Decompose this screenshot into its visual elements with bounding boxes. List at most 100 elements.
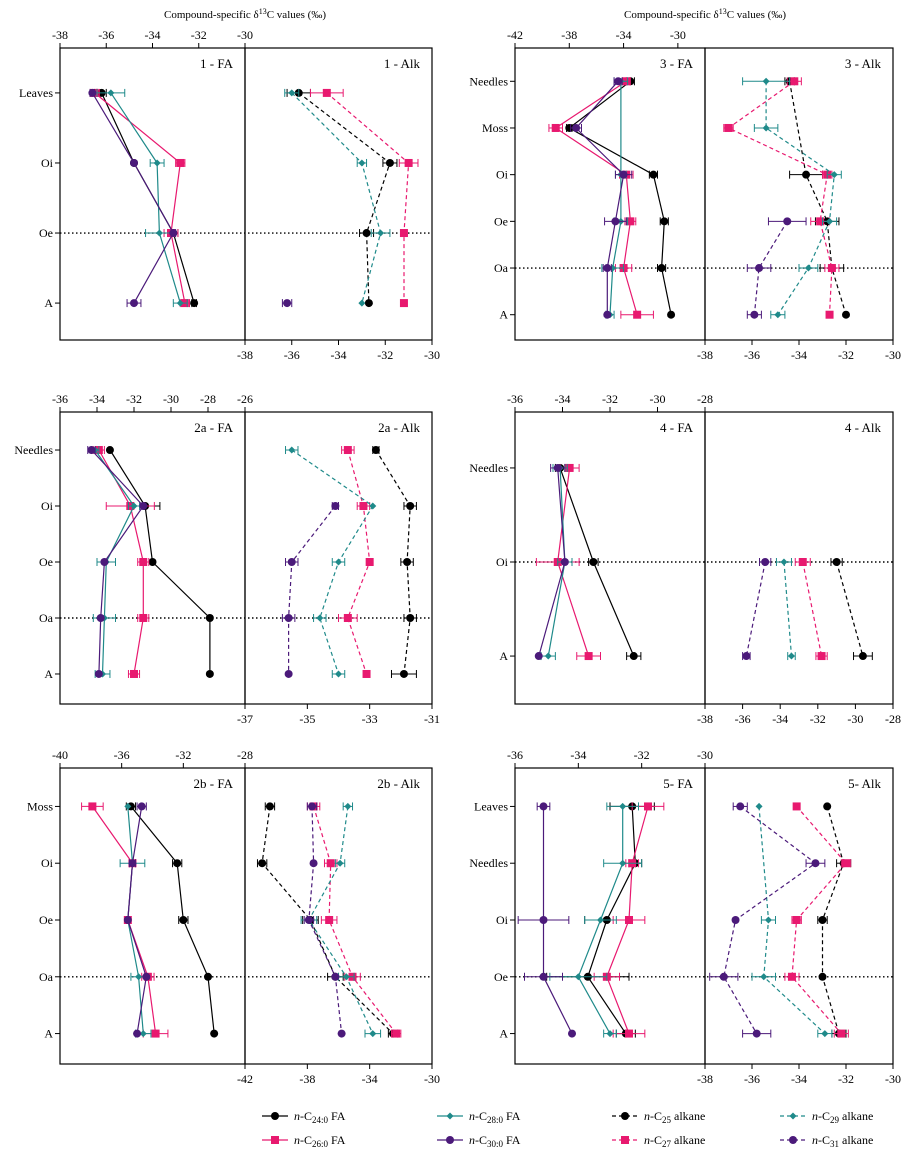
panel-5-alk-C31-point [719, 972, 728, 981]
panel-3-fa-C26FA-point [633, 310, 642, 319]
panel-2a-fa-C28FA-point [130, 502, 138, 510]
legend-label: n-C28:0 FA [469, 1109, 521, 1125]
panel-1-alk-series-C25 [286, 88, 398, 308]
panel-1-fa-tick-label: -36 [98, 28, 114, 42]
panel-5-fa-tick-label: -36 [507, 748, 523, 762]
panel-4-fa-C28FA-point [544, 652, 552, 660]
panel-5-fa-series-C30FA [517, 802, 576, 1038]
panel-1-alk-C27-point [399, 299, 408, 308]
panel-5-fa-C30FA-point [568, 1029, 576, 1038]
legend-label: n-C24:0 FA [294, 1109, 346, 1125]
panel-2a-category-label: A [44, 667, 53, 681]
panel-1-alk-C29-point [358, 299, 366, 307]
x-axis-title: Compound-specific δ13C values (‰) [164, 7, 326, 21]
panel-2a-category-label: Oi [41, 499, 54, 513]
panel-3-fa-C30FA-point [603, 264, 612, 273]
panel-1-alk-C31-point [283, 299, 292, 308]
panel-5-alk-C31-point [736, 802, 745, 811]
x-axis-title: Compound-specific δ13C values (‰) [624, 7, 786, 21]
panel-2a-fa-C24FA-line [109, 449, 211, 674]
panel-2b-alk-C29-point [344, 802, 352, 810]
panel-3-alk-C27-line [727, 80, 833, 315]
panel-2b-alk-C25-point [258, 859, 267, 868]
panel-1-fa-C28FA-point [153, 159, 161, 167]
legend-item-C31: n-C31 alkane [780, 1133, 873, 1149]
panel-4-fa-tick-label: -32 [602, 392, 618, 406]
panel-1-alk-series-C27 [309, 88, 419, 308]
panel-2b-fa-frame [59, 767, 246, 1065]
panel-3-fa-series-C26FA [548, 77, 654, 319]
panel-1-fa-C30FA-point [169, 229, 178, 238]
panel-2b-alk-panel-title: 2b - Alk [377, 776, 420, 791]
panel-1-alk-C29-point [288, 89, 296, 97]
panel-3-alk-C29-point [804, 264, 812, 272]
panel-3-alk-C27-point [790, 77, 799, 86]
panel-5-alk-panel-title: 5- Alk [848, 776, 881, 791]
panel-3-alk-C29-line [765, 81, 835, 316]
panel-4-fa-C26FA-point [565, 463, 574, 472]
panel-3-alk-tick-label: -38 [697, 348, 713, 362]
panel-1-fa-series-C28FA [96, 88, 188, 308]
panel-5-alk-tick-label: -32 [838, 1072, 854, 1086]
panel-5-fa-tick-label: -34 [570, 748, 586, 762]
panel-3: Needles Moss Oi Oe Oa A -42 -38 -34 -30 3 - FA -38 -… [469, 28, 901, 362]
panel-5-alk-C27-point [837, 1029, 846, 1038]
panel-2a-alk-series-C25 [371, 446, 417, 678]
panel-1-fa-series-C30FA [88, 88, 178, 308]
panel-3-fa-C24FA-point [667, 310, 676, 319]
panel-1-fa-C24FA-point [190, 299, 199, 308]
panel-5-fa-C30FA-line [542, 806, 573, 1034]
legend-marker [271, 1112, 279, 1120]
panel-4-alk-tick-label: -34 [772, 712, 788, 726]
panel-3-fa-C30FA-line [575, 80, 625, 315]
panel-5-alk-C25-point [818, 916, 827, 924]
panel-2a-alk-series-C27 [338, 446, 374, 678]
panel-1-alk-C25-point [385, 158, 394, 167]
panel-3-fa-C24FA-point [565, 123, 574, 132]
panel-5-fa-C28FA-point [606, 1030, 614, 1038]
panel-2b-alk-C27-point [326, 859, 335, 868]
panel-5-category-label: Leaves [474, 799, 508, 813]
panel-3-fa-series-C30FA [570, 77, 633, 319]
panel-2a-alk-C27-point [343, 446, 352, 455]
panel-2b-category-label: Moss [27, 799, 53, 813]
panel-2b-category-label: Oe [39, 913, 53, 927]
panel-1-alk-C25-point [362, 229, 371, 238]
panel-3-fa-series-C28FA [601, 77, 629, 319]
panel-5-alk-C29-point [821, 1030, 829, 1038]
panel-2a-fa-C30FA-point [96, 613, 105, 622]
panel-2b-fa-C28FA-point [135, 973, 143, 981]
panel-5-fa-tick-label: -30 [697, 748, 713, 762]
legend-item-C25: n-C25 alkane [612, 1109, 705, 1125]
legend-marker [271, 1136, 279, 1144]
panel-3-fa-C30FA-point [611, 217, 620, 226]
panel-1-fa-C30FA-point [130, 299, 138, 308]
panel-2b-alk-C27-point [325, 916, 334, 924]
panel-2b-fa-C26FA-point [88, 802, 97, 811]
panel-1-alk-tick-label: -34 [331, 348, 347, 362]
legend-marker [789, 1112, 797, 1120]
panel-1-fa-frame [59, 47, 246, 341]
panel-4-alk-tick-label: -36 [735, 712, 751, 726]
panel-3-alk-C29-point [774, 311, 782, 319]
panel-4-fa-C30FA-point [534, 652, 543, 661]
panel-3-alk-C25-line [789, 81, 847, 315]
legend-item-C28FA: n-C28:0 FA [437, 1109, 521, 1125]
panel-4-alk-C29-point [787, 652, 795, 660]
panel-1-alk-C29-line [291, 92, 382, 304]
panel-2a-fa-C24FA-point [205, 669, 214, 678]
panel-2a-fa-C26FA-point [130, 669, 138, 678]
panel-4-alk-tick-label: -38 [697, 712, 713, 726]
panel-2b-alk-tick-label: -34 [362, 1072, 378, 1086]
panel-5-alk-C31-point [752, 1029, 761, 1038]
panel-5-category-label: Oe [494, 970, 508, 984]
panel-3-alk-tick-label: -36 [744, 348, 760, 362]
panel-2b-alk-C27-point [392, 1029, 401, 1038]
panel-5: Leaves Needles Oi Oe A -36 -34 -32 -30 5- FA -38 -3… [469, 748, 901, 1086]
panel-5-alk-C27-point [792, 802, 801, 811]
panel-2a-alk-C25-point [371, 446, 380, 455]
panel-2a-alk-C29-point [335, 558, 342, 566]
panel-2a-category-label: Oa [39, 611, 54, 625]
panel-1-fa-tick-label: -38 [52, 28, 68, 42]
